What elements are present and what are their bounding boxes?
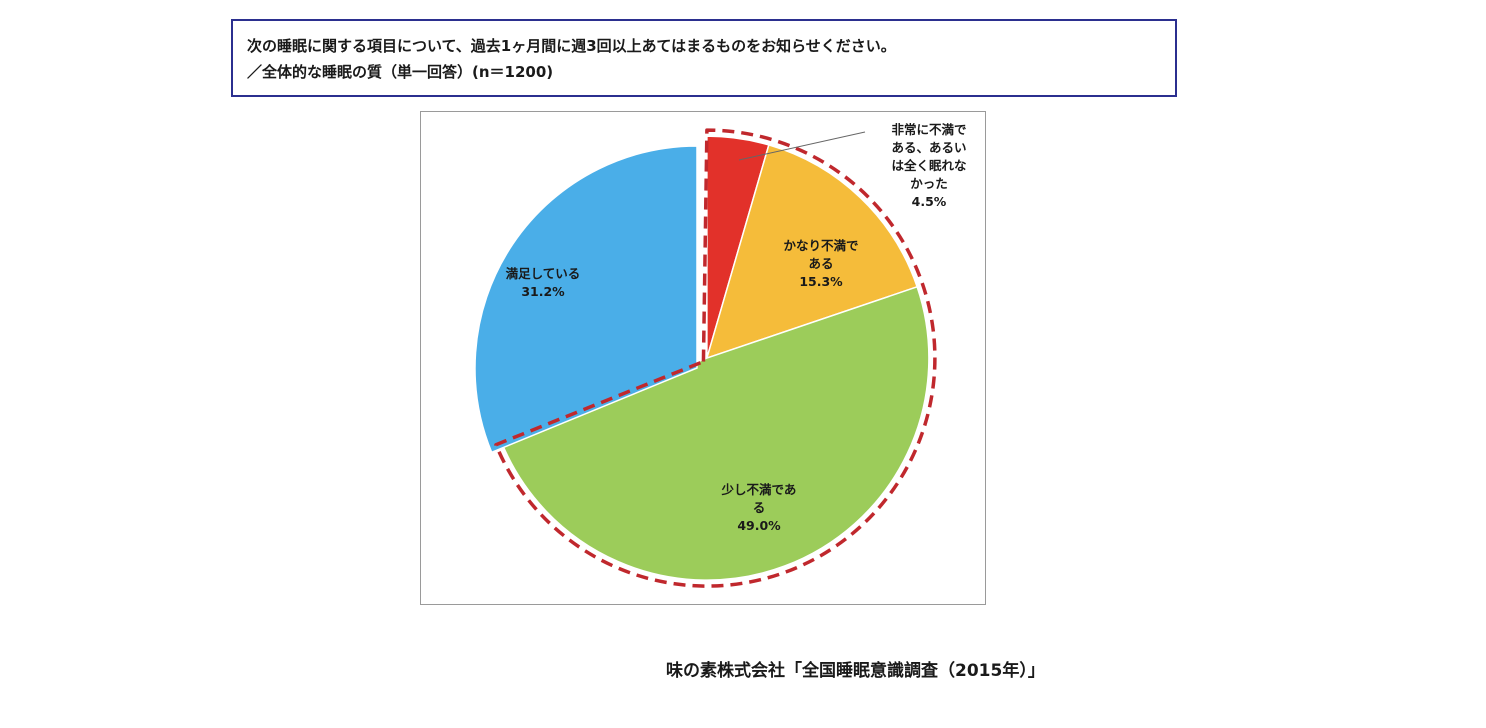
slice-category-label: かった: [910, 176, 948, 191]
source-credit: 味の素株式会社「全国睡眠意識調査（2015年）」: [666, 661, 1045, 681]
slice-category-label: かなり不満で: [783, 238, 858, 253]
slice-value-label: 31.2%: [521, 284, 565, 299]
slice-category-label: は全く眠れな: [891, 158, 966, 173]
pie-slice: [474, 145, 698, 454]
slice-value-label: 49.0%: [737, 518, 781, 533]
question-box: 次の睡眠に関する項目について、過去1ヶ月間に週3回以上あてはまるものをお知らせく…: [231, 19, 1177, 97]
slice-category-label: 満足している: [506, 266, 581, 281]
pie-slice: [500, 285, 930, 581]
label-leader-line: [738, 131, 866, 161]
highlight-dashed-outline: [494, 128, 937, 588]
slice-category-label: ある: [808, 256, 833, 271]
question-text: 次の睡眠に関する項目について、過去1ヶ月間に週3回以上あてはまるものをお知らせく…: [247, 37, 896, 55]
slice-category-label: 少し不満であ: [721, 482, 797, 497]
slice-value-label: 15.3%: [799, 274, 843, 289]
pie-chart-frame: 非常に不満で ある、あるい は全く眠れな かった 4.5% かなり不満で ある 15.3% 少し…: [420, 111, 986, 605]
question-subtitle: ／全体的な睡眠の質（単一回答）(n＝1200): [247, 63, 554, 81]
slice-category-label: ある、あるい: [891, 140, 966, 155]
pie-slice: [705, 143, 919, 360]
slice-value-label: 4.5%: [912, 194, 947, 209]
slice-category-label: 非常に不満で: [891, 122, 966, 137]
slice-category-label: る: [753, 500, 766, 515]
